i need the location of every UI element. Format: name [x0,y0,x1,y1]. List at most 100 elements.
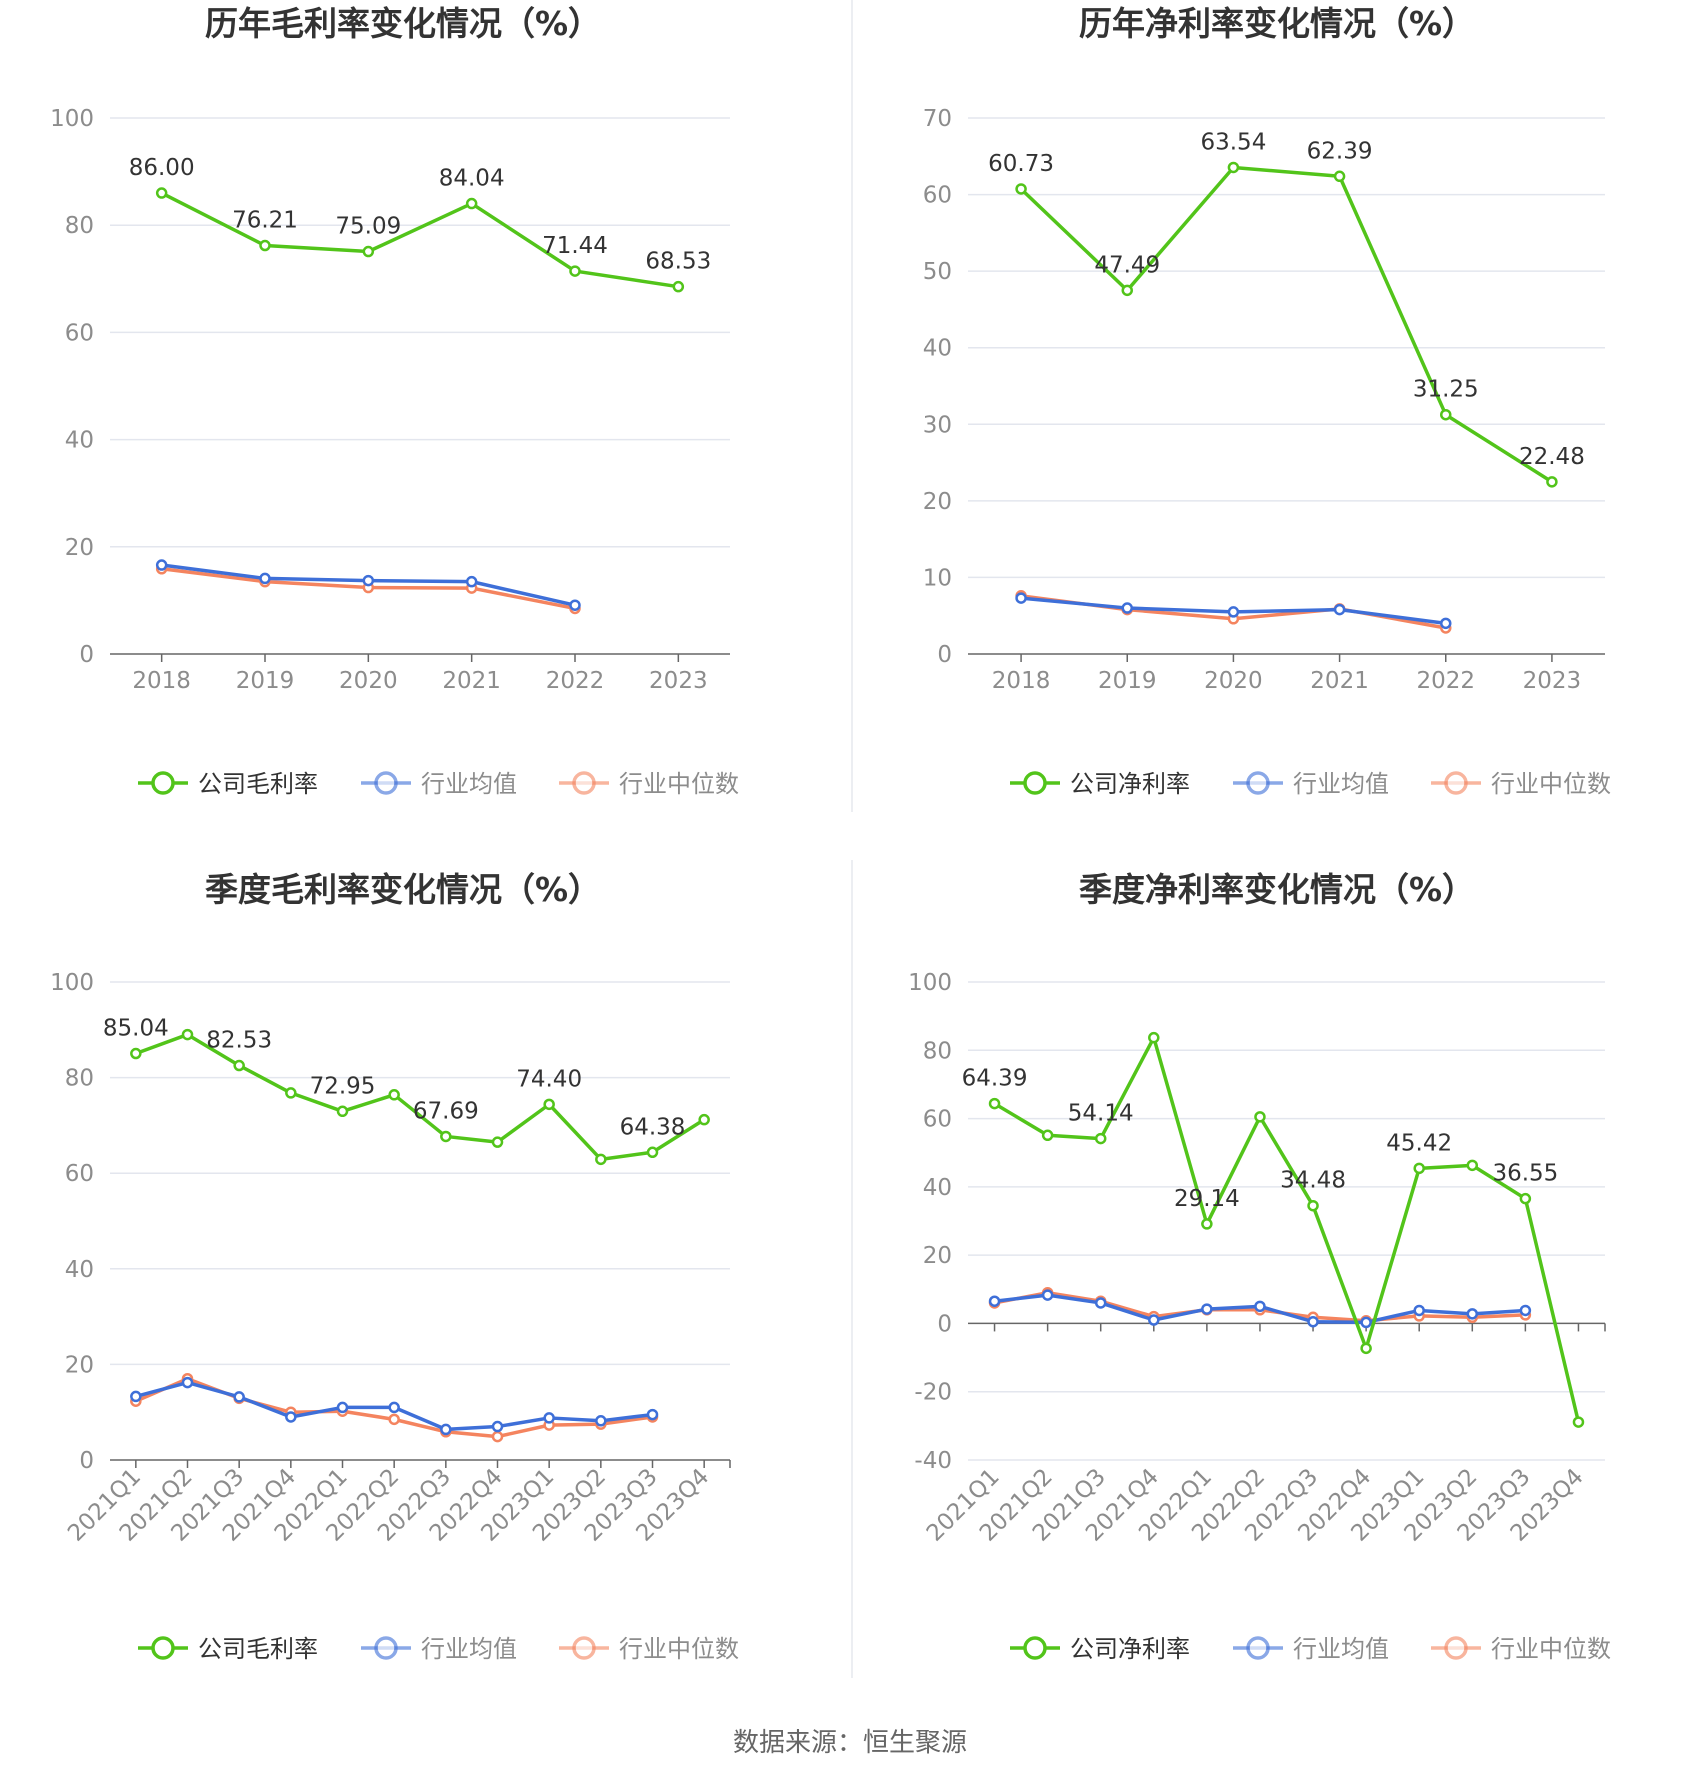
x-tick-label: 2018 [992,668,1051,694]
y-tick-label: 80 [65,213,94,239]
data-point [646,1408,659,1421]
data-point [1094,1297,1107,1309]
x-tick-label: 2021 [442,668,501,694]
data-label: 71.44 [542,233,608,259]
legend-marker [1444,1636,1468,1660]
data-point [1413,1304,1425,1317]
data-point [543,1412,555,1424]
y-tick-label: 100 [908,970,952,996]
data-point [491,1430,504,1443]
x-tick-label: 2022 [546,668,605,694]
data-point [1015,183,1027,195]
x-tick-label: 2020 [1204,668,1263,694]
data-label: 62.39 [1307,138,1373,164]
y-tick-label: 0 [79,1448,94,1474]
data-label: 74.40 [516,1066,582,1092]
data-point [1121,602,1133,614]
data-point [672,280,685,293]
data-point [698,1113,710,1126]
legend-label: 行业均值 [421,1635,517,1663]
data-point [1254,1111,1266,1123]
legend-marker [572,1636,596,1660]
data-point [1307,1199,1319,1212]
data-point [988,1097,1001,1110]
legend-marker [572,771,596,795]
x-tick-label: 2021 [1310,668,1369,694]
data-point [336,1105,349,1118]
data-point [1041,1129,1054,1142]
data-point [285,1411,297,1423]
chart-3: 季度毛利率变化情况（%）0204060801002021Q12021Q22021… [50,870,739,1663]
data-point [569,599,581,611]
data-label: 68.53 [645,249,711,275]
y-tick-label: 20 [923,489,952,515]
chart-title: 季度毛利率变化情况（%） [205,870,601,909]
chart-title: 历年净利率变化情况（%） [1079,4,1475,43]
x-tick-label: 2023 [1523,668,1582,694]
data-label: 76.21 [232,208,298,234]
data-point [1121,284,1133,297]
data-label: 54.14 [1068,1101,1134,1127]
data-point [1360,1316,1372,1329]
data-point [440,1423,452,1436]
data-label: 72.95 [310,1073,376,1099]
x-tick-label: 2023 [649,668,708,694]
data-point [491,1420,504,1433]
data-label: 45.42 [1386,1130,1452,1156]
data-point [595,1153,607,1166]
y-tick-label: 80 [65,1066,94,1092]
legend-marker [151,1636,175,1660]
legend-item: 公司毛利率 [138,1635,318,1663]
data-label: 85.04 [103,1016,169,1042]
data-point [130,1390,142,1403]
data-label: 75.09 [335,214,401,240]
y-tick-label: -40 [914,1448,952,1474]
y-tick-label: 80 [923,1038,952,1064]
data-point [181,1028,194,1041]
legend-item: 行业中位数 [559,770,739,798]
data-point [1440,408,1452,421]
x-tick-label: 2018 [132,668,191,694]
x-tick-label: 2022 [1416,668,1475,694]
legend-label: 行业均值 [421,770,517,798]
data-source-note: 数据来源：恒生聚源 [732,1728,967,1758]
data-label: 22.48 [1519,444,1585,470]
data-point [465,197,478,210]
data-point [259,239,271,252]
legend-item: 行业中位数 [1431,770,1611,798]
legend-marker [1023,1636,1047,1660]
data-point [1333,603,1346,616]
vertical-divider-bottom [851,860,853,1678]
y-tick-label: 20 [65,535,94,561]
data-point [1094,1132,1107,1145]
data-point [362,245,375,258]
chart-title: 季度净利率变化情况（%） [1079,870,1475,909]
legend-label: 行业均值 [1293,1635,1389,1663]
legend-item: 公司净利率 [1010,770,1190,798]
legend-marker [1444,771,1468,795]
legend-label: 行业中位数 [619,770,739,798]
y-tick-label: 10 [923,565,952,591]
legend-marker [151,771,175,795]
data-point [491,1136,504,1148]
data-point [1148,1031,1160,1044]
data-point [1440,617,1452,630]
legend-item: 公司毛利率 [138,770,318,798]
data-point [259,572,271,585]
data-point [1519,1192,1532,1205]
data-point [569,265,581,277]
data-point [1201,1218,1213,1230]
data-point [1466,1159,1479,1172]
data-point [233,1059,245,1072]
data-label: 64.38 [620,1114,686,1140]
legend-item: 行业均值 [1233,770,1389,798]
y-tick-label: 40 [65,428,94,454]
data-point [1333,170,1346,183]
y-tick-label: 20 [65,1352,94,1378]
data-point [1519,1304,1532,1317]
y-tick-label: 20 [923,1243,952,1269]
legend-label: 公司毛利率 [198,1635,318,1663]
data-label: 34.48 [1280,1168,1346,1194]
legend-marker [374,1636,398,1660]
